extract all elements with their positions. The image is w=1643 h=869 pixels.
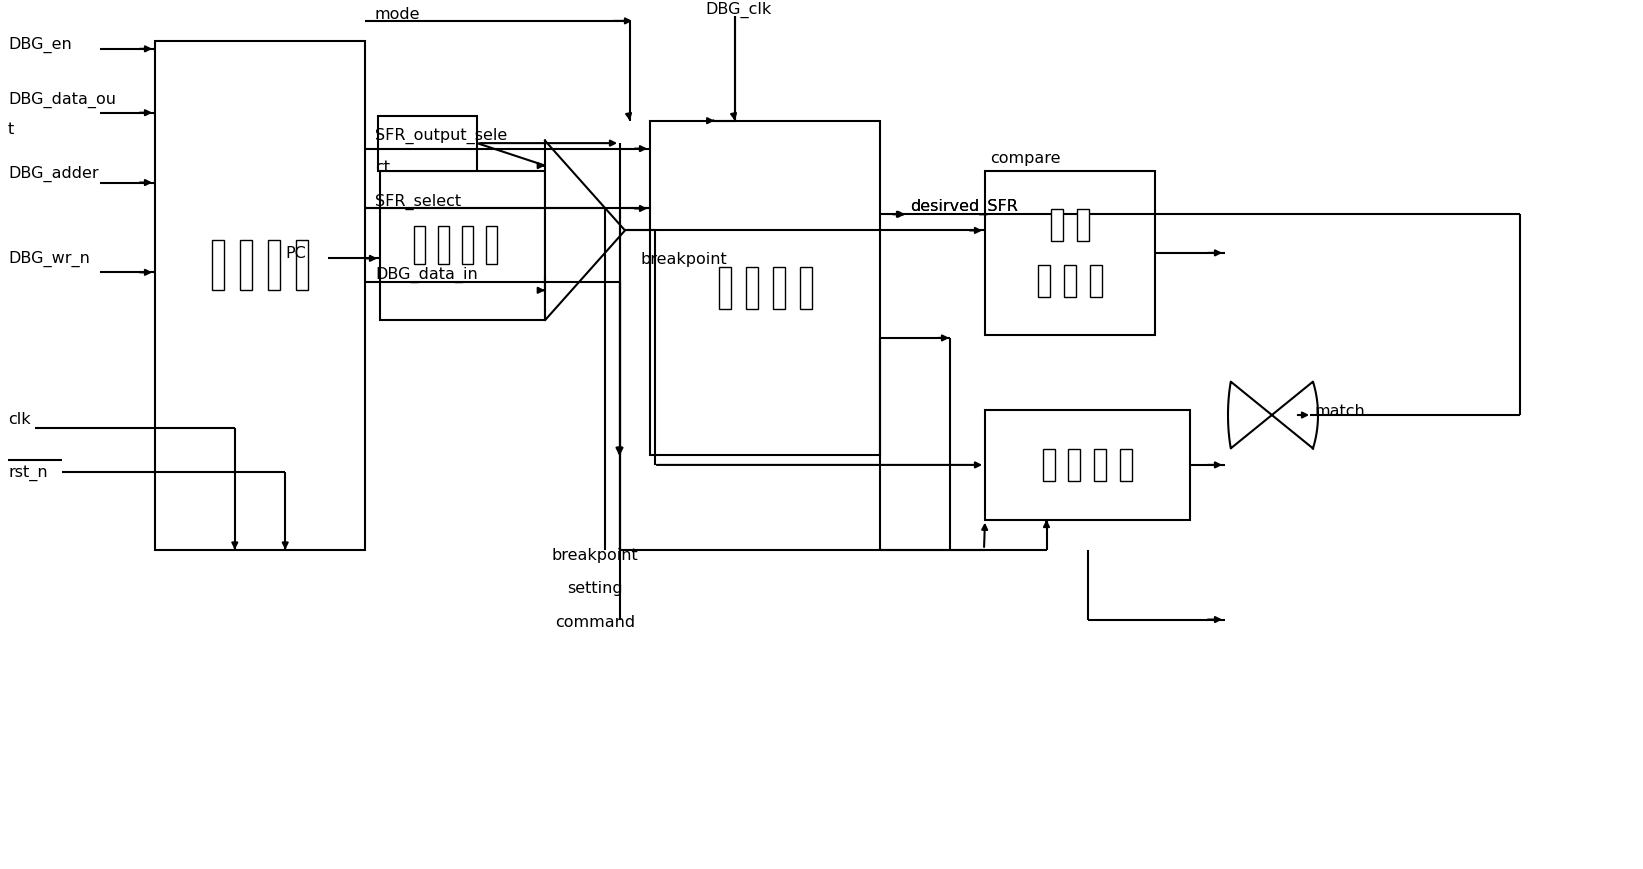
Text: breakpoint: breakpoint (641, 252, 726, 267)
Bar (414, 227, 426, 265)
Text: ct: ct (375, 160, 389, 175)
Text: match: match (1314, 403, 1365, 418)
Text: setting: setting (567, 580, 623, 595)
Bar (746, 268, 757, 309)
Text: PC: PC (284, 246, 306, 261)
Text: compare: compare (991, 151, 1060, 166)
Text: DBG_clk: DBG_clk (705, 2, 771, 18)
Bar (986, 410, 1190, 521)
Bar (800, 268, 812, 309)
Text: SFR_select: SFR_select (375, 193, 462, 209)
Bar (1043, 449, 1055, 481)
Text: DBG_data_ou: DBG_data_ou (8, 91, 117, 108)
Text: DBG_wr_n: DBG_wr_n (8, 251, 90, 267)
Text: DBG_data_in: DBG_data_in (375, 267, 478, 283)
Text: command: command (555, 614, 636, 629)
Bar (154, 42, 365, 550)
Bar (1065, 266, 1076, 297)
Bar (240, 241, 251, 291)
Bar (1068, 449, 1081, 481)
Bar (718, 268, 731, 309)
Bar (986, 171, 1155, 335)
Bar (439, 227, 449, 265)
Bar (268, 241, 279, 291)
Bar (1121, 449, 1132, 481)
Bar (1052, 209, 1063, 242)
Bar (296, 241, 307, 291)
Text: rst_n: rst_n (8, 465, 48, 481)
Bar (380, 171, 545, 321)
Text: breakpoint: breakpoint (552, 547, 639, 562)
Text: desirved_SFR: desirved_SFR (910, 199, 1019, 216)
Bar (772, 268, 784, 309)
Text: clk: clk (8, 411, 31, 426)
Bar (1089, 266, 1102, 297)
Text: SFR_output_sele: SFR_output_sele (375, 128, 508, 143)
Bar (378, 116, 476, 171)
Polygon shape (1227, 382, 1318, 449)
Text: DBG_en: DBG_en (8, 36, 72, 53)
Bar (1078, 209, 1089, 242)
Text: mode: mode (375, 8, 421, 23)
Bar (212, 241, 223, 291)
Text: desirved_SFR: desirved_SFR (910, 199, 1019, 216)
Bar (1094, 449, 1106, 481)
Bar (462, 227, 473, 265)
Bar (486, 227, 496, 265)
Bar (1038, 266, 1050, 297)
Text: DBG_adder: DBG_adder (8, 165, 99, 182)
Polygon shape (545, 142, 624, 321)
Bar (651, 122, 881, 455)
Text: t: t (8, 122, 15, 137)
